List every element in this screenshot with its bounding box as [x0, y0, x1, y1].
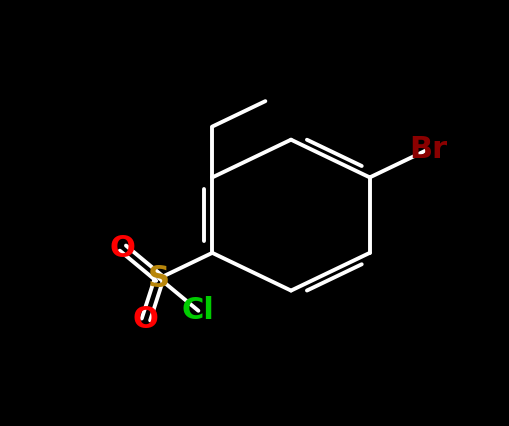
Text: O: O — [110, 233, 135, 262]
Text: Br: Br — [408, 135, 446, 164]
Text: O: O — [133, 305, 159, 334]
Text: Cl: Cl — [182, 296, 214, 325]
Text: S: S — [148, 264, 170, 293]
